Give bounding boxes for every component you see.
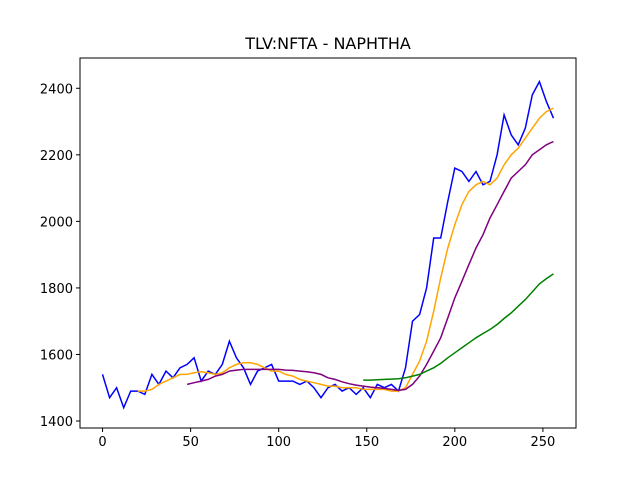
x-tick-label: 0: [98, 435, 106, 450]
x-tick-label: 50: [182, 435, 199, 450]
x-tick-label: 100: [266, 435, 291, 450]
x-tick-label: 200: [442, 435, 467, 450]
chart-title: TLV:NFTA - NAPHTHA: [244, 34, 411, 53]
line: [101, 79, 555, 410]
y-tick-label: 2000: [40, 215, 73, 230]
y-tick-label: 1400: [40, 415, 73, 430]
plot-frame: [79, 57, 577, 429]
y-tick-label: 2400: [40, 82, 73, 97]
line: [186, 140, 554, 392]
y-tick-label: 1600: [40, 348, 73, 363]
y-tick-label: 2200: [40, 149, 73, 164]
line: [137, 107, 554, 392]
y-tick-label: 1800: [40, 282, 73, 297]
line: [363, 273, 554, 381]
x-tick-label: 150: [354, 435, 379, 450]
x-tick-label: 250: [530, 435, 555, 450]
